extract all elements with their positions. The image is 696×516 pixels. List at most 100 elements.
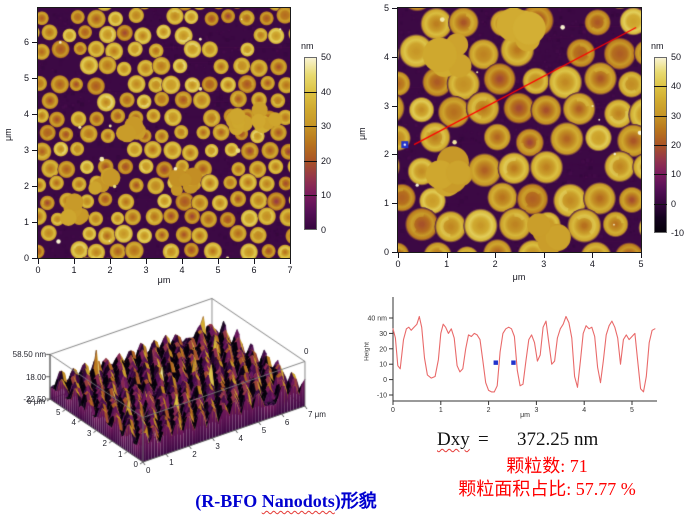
- surface-y-tick-label: 2: [102, 439, 107, 448]
- x-axis-tick: [543, 253, 545, 258]
- x-axis-tick: [38, 259, 39, 264]
- x-tick-label: 3: [143, 265, 149, 275]
- y-axis-tick: [392, 56, 398, 58]
- x-axis-tick: [254, 259, 255, 264]
- colorbar-tick: [304, 126, 317, 128]
- profile-x-tick-label: 0: [391, 407, 395, 414]
- profile-x-tick-label: 2: [487, 407, 491, 414]
- y-axis-tick: [392, 105, 398, 107]
- y-axis-tick: [32, 78, 38, 79]
- profile-x-axis-title: μm: [520, 412, 530, 419]
- surface-x-tick-label: 4: [238, 434, 243, 443]
- profile-y-tick-label: 0: [383, 377, 387, 384]
- x-axis-tick: [182, 259, 183, 264]
- y-tick-label: 6: [23, 37, 29, 47]
- y-tick-label: 1: [23, 217, 29, 227]
- y-axis-tick: [392, 8, 398, 9]
- x-tick-label: 0: [395, 259, 401, 269]
- profile-x-tick-label: 4: [582, 407, 586, 414]
- surface-x-tick-label: 5: [261, 426, 267, 435]
- x-tick-label: 2: [107, 265, 113, 275]
- colorbar-tick: [654, 174, 667, 176]
- colorbar-tick-label: 50: [321, 52, 332, 62]
- x-axis-unit-label: μm: [512, 272, 526, 282]
- y-axis-tick: [32, 150, 38, 151]
- x-axis-tick: [446, 253, 448, 258]
- afm-image-left: [38, 8, 290, 258]
- colorbar-left: [304, 57, 317, 230]
- x-tick-label: 3: [541, 259, 547, 269]
- y-axis-unit-label: μm: [3, 128, 13, 141]
- particle-area-ratio-text: 颗粒面积占比: 57.77 %: [458, 479, 636, 499]
- colorbar-tick: [654, 145, 667, 146]
- x-axis-tick: [218, 259, 219, 264]
- x-tick-label: 1: [71, 265, 77, 275]
- afm-image-right: [398, 8, 641, 252]
- x-tick-label: 0: [35, 265, 41, 275]
- y-tick-label: 0: [383, 247, 389, 257]
- y-tick-label: 5: [23, 73, 29, 83]
- colorbar-tick-label: 30: [321, 121, 332, 132]
- y-axis-tick: [32, 186, 38, 187]
- x-tick-label: 6: [251, 265, 257, 275]
- x-tick-label: 5: [638, 259, 644, 269]
- x-axis-tick: [146, 259, 147, 264]
- y-axis-unit-label: μm: [357, 127, 367, 140]
- y-axis-tick: [32, 222, 38, 223]
- y-tick-label: 1: [383, 198, 389, 209]
- colorbar-tick-label: 0: [671, 198, 677, 209]
- surface-3d-plot: [0, 290, 350, 490]
- x-axis-tick: [290, 259, 291, 264]
- surface-y-tick-label: 4: [71, 418, 76, 427]
- profile-x-tick-label: 1: [439, 407, 443, 414]
- x-tick-label: 7: [287, 265, 293, 275]
- profile-curve: [392, 315, 656, 393]
- dxy-equals-sign: =: [478, 429, 489, 450]
- surface-y-tick-label: 1: [118, 449, 123, 459]
- profile-cursor-marker: [511, 360, 516, 365]
- y-tick-label: 2: [383, 149, 389, 160]
- y-tick-label: 5: [383, 3, 389, 13]
- colorbar-tick: [304, 160, 317, 162]
- y-axis-tick: [392, 154, 398, 156]
- colorbar-tick-label: 30: [671, 110, 682, 121]
- y-tick-label: 2: [23, 181, 29, 191]
- y-tick-label: 4: [383, 51, 389, 62]
- profile-y-tick-label: 40 nm: [368, 316, 388, 323]
- surface-x-tick-label: 3: [215, 442, 220, 451]
- y-axis-tick: [32, 258, 38, 259]
- dxy-value: 372.25 nm: [517, 429, 599, 450]
- colorbar-tick: [654, 86, 667, 88]
- colorbar-tick: [654, 203, 667, 205]
- figure-caption: (R-BFO Nanodots)形貌: [148, 487, 424, 513]
- surface-far-corner-label: 0: [303, 347, 309, 357]
- profile-y-tick-label: 30: [379, 331, 387, 338]
- colorbar-tick-label: 10: [321, 190, 332, 201]
- y-axis-tick: [392, 252, 398, 253]
- surface-x-tick-label: 6: [284, 418, 290, 427]
- colorbar-tick-label: -10: [671, 228, 685, 238]
- colorbar-unit-label: nm: [651, 41, 664, 51]
- profile-cursor-marker: [493, 360, 498, 365]
- profile-x-tick-label: 3: [534, 407, 538, 414]
- x-tick-label: 4: [179, 265, 185, 275]
- height-profile-chart: 40 nm 30 20 10 0 -10 0 1 2 3 4 5: [368, 297, 657, 414]
- colorbar-tick: [304, 195, 317, 197]
- surface-x-tick-label: 1: [169, 458, 174, 467]
- y-tick-label: 0: [23, 253, 29, 263]
- caption-prefix: (R-BFO: [195, 491, 262, 511]
- x-axis-unit-label: μm: [157, 275, 171, 285]
- x-axis-tick: [110, 259, 111, 264]
- colorbar-unit-label: nm: [301, 41, 314, 51]
- surface-y-tick-label: 3: [87, 428, 92, 438]
- dxy-label: Dxy: [437, 429, 470, 450]
- y-axis-tick: [392, 203, 398, 205]
- colorbar-tick-label: 0: [321, 225, 327, 235]
- profile-y-tick-label: 10: [379, 362, 387, 369]
- x-axis-tick: [495, 253, 497, 258]
- surface-x-tick-label: 2: [192, 450, 197, 459]
- x-tick-label: 5: [215, 265, 221, 275]
- profile-y-tick-label: 20: [379, 346, 387, 353]
- surface-z-tick-label: 58.50 nm: [12, 350, 46, 360]
